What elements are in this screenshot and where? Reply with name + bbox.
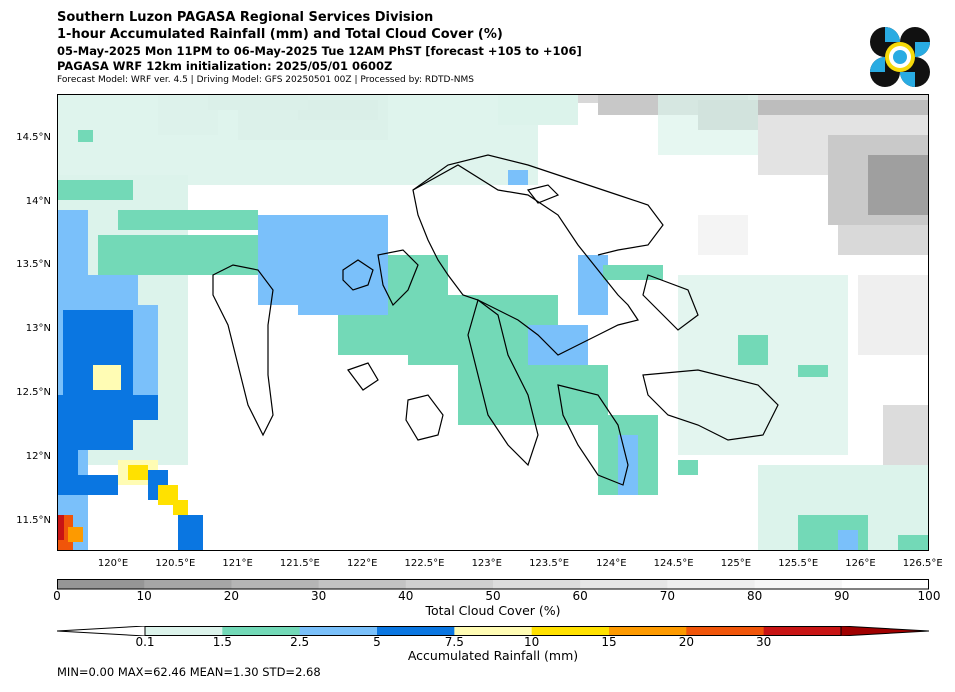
coast-catanduanes-region (412, 154, 664, 256)
cloud-tick-label: 50 (485, 589, 501, 603)
rain-color-segment (145, 626, 223, 636)
coast-banton (377, 249, 419, 307)
rain-tick-label: 1.5 (212, 635, 232, 649)
statistics-line: MIN=0.00 MAX=62.46 MEAN=1.30 STD=2.68 (57, 665, 321, 679)
lon-label: 120°E (97, 558, 129, 569)
cloud-colorbar-strip (57, 579, 929, 590)
rain-colorbar-title: Accumulated Rainfall (mm) (407, 648, 579, 663)
title-region: Southern Luzon PAGASA Regional Services … (57, 10, 434, 25)
rain-colorbar-strip (57, 626, 929, 636)
coast-bicol-peninsula (412, 164, 639, 356)
cloud-tick-label: 30 (310, 589, 327, 603)
lon-label: 126°E (845, 558, 876, 569)
lon-label: 125.5°E (778, 558, 819, 569)
title-product: 1-hour Accumulated Rainfall (mm) and Tot… (57, 27, 503, 42)
rain-color-segment (299, 626, 378, 636)
coast-samar (642, 369, 779, 441)
rain-tick-label: 20 (678, 635, 694, 649)
lon-label: 123.5°E (529, 558, 570, 569)
cloud-color-segment (493, 579, 581, 589)
rain-color-segment (222, 626, 301, 636)
cloud-tick-label: 0 (53, 589, 61, 603)
pagasa-logo (870, 27, 930, 87)
lat-label: 13.5°N (16, 259, 51, 271)
cloud-tick-label: 40 (398, 589, 414, 603)
cloud-color-segment (841, 579, 929, 589)
cloud-tick-label: 80 (746, 589, 763, 603)
rain-colorbar-ticks: 0.1 1.5 2.5 5 7.5 10 15 20 30 (0, 635, 955, 649)
coastlines (212, 154, 779, 486)
lat-label: 14.5°N (16, 131, 51, 143)
lon-label: 125°E (720, 558, 752, 569)
lon-label: 122°E (346, 558, 378, 569)
coast-samar-west (557, 384, 629, 486)
coast-tablas (347, 362, 379, 391)
cloud-colorbar-title: Total Cloud Cover (%) (425, 603, 561, 618)
lon-label: 122.5°E (404, 558, 445, 569)
cloud-tick-label: 100 (917, 589, 941, 603)
cloud-color-segment (144, 579, 232, 589)
rainfall-colorbar (57, 626, 929, 636)
rain-tick-label: 7.5 (444, 635, 464, 649)
coast-romblon-masbate (467, 298, 539, 467)
lon-label: 124.5°E (653, 558, 694, 569)
rain-color-segment (377, 626, 455, 636)
cloud-tick-label: 70 (659, 589, 676, 603)
rain-tick-label: 2.5 (290, 635, 310, 649)
rain-color-segment (531, 626, 610, 636)
lat-label: 14°N (25, 195, 51, 207)
coast-sibuyan (405, 394, 444, 441)
rain-color-segment (686, 626, 765, 636)
lat-label: 11.5°N (16, 514, 51, 526)
lon-label: 121.5°E (279, 558, 320, 569)
rain-color-segment (609, 626, 687, 636)
lon-label: 120.5°E (155, 558, 196, 569)
cloud-tick-label: 20 (223, 589, 240, 603)
coast-marinduque (342, 259, 374, 291)
cloud-color-segment (57, 579, 145, 589)
cloud-color-segment (318, 579, 407, 589)
rain-tick-label: 15 (601, 635, 617, 649)
rain-tick-label: 30 (756, 635, 772, 649)
lat-label: 13°N (25, 323, 51, 335)
lon-label: 126.5°E (902, 558, 943, 569)
cloud-tick-label: 60 (572, 589, 588, 603)
cloud-colorbar-ticks: 0 10 20 30 40 50 60 70 80 90 100 (0, 589, 955, 603)
map-canvas (58, 95, 928, 550)
rain-tick-label: 10 (524, 635, 540, 649)
lat-label: 12.5°N (16, 386, 51, 398)
lon-label: 123°E (471, 558, 502, 569)
cloud-color-segment (667, 579, 756, 589)
title-initialization: PAGASA WRF 12km initialization: 2025/05/… (57, 59, 393, 73)
rain-color-segment (454, 626, 533, 636)
coast-ticao (642, 274, 699, 331)
rain-color-segment (763, 626, 842, 636)
cloud-color-segment (405, 579, 494, 589)
coast-islet (526, 184, 560, 204)
coast-mindoro (212, 264, 274, 437)
cloud-color-segment (754, 579, 843, 589)
cloud-color-segment (580, 579, 668, 589)
cloud-cover-colorbar (57, 579, 929, 590)
lat-label: 12°N (25, 450, 51, 462)
lon-label: 121°E (222, 558, 253, 569)
lon-label: 124°E (596, 558, 627, 569)
title-model-info: Forecast Model: WRF ver. 4.5 | Driving M… (57, 75, 474, 85)
cloud-tick-label: 90 (834, 589, 850, 603)
cloud-tick-label: 10 (136, 589, 152, 603)
rain-tick-label: 0.1 (135, 635, 155, 649)
map-panel (57, 94, 929, 551)
cloud-color-segment (231, 579, 320, 589)
title-valid-time: 05-May-2025 Mon 11PM to 06-May-2025 Tue … (57, 44, 582, 58)
rain-tick-label: 5 (373, 635, 381, 649)
